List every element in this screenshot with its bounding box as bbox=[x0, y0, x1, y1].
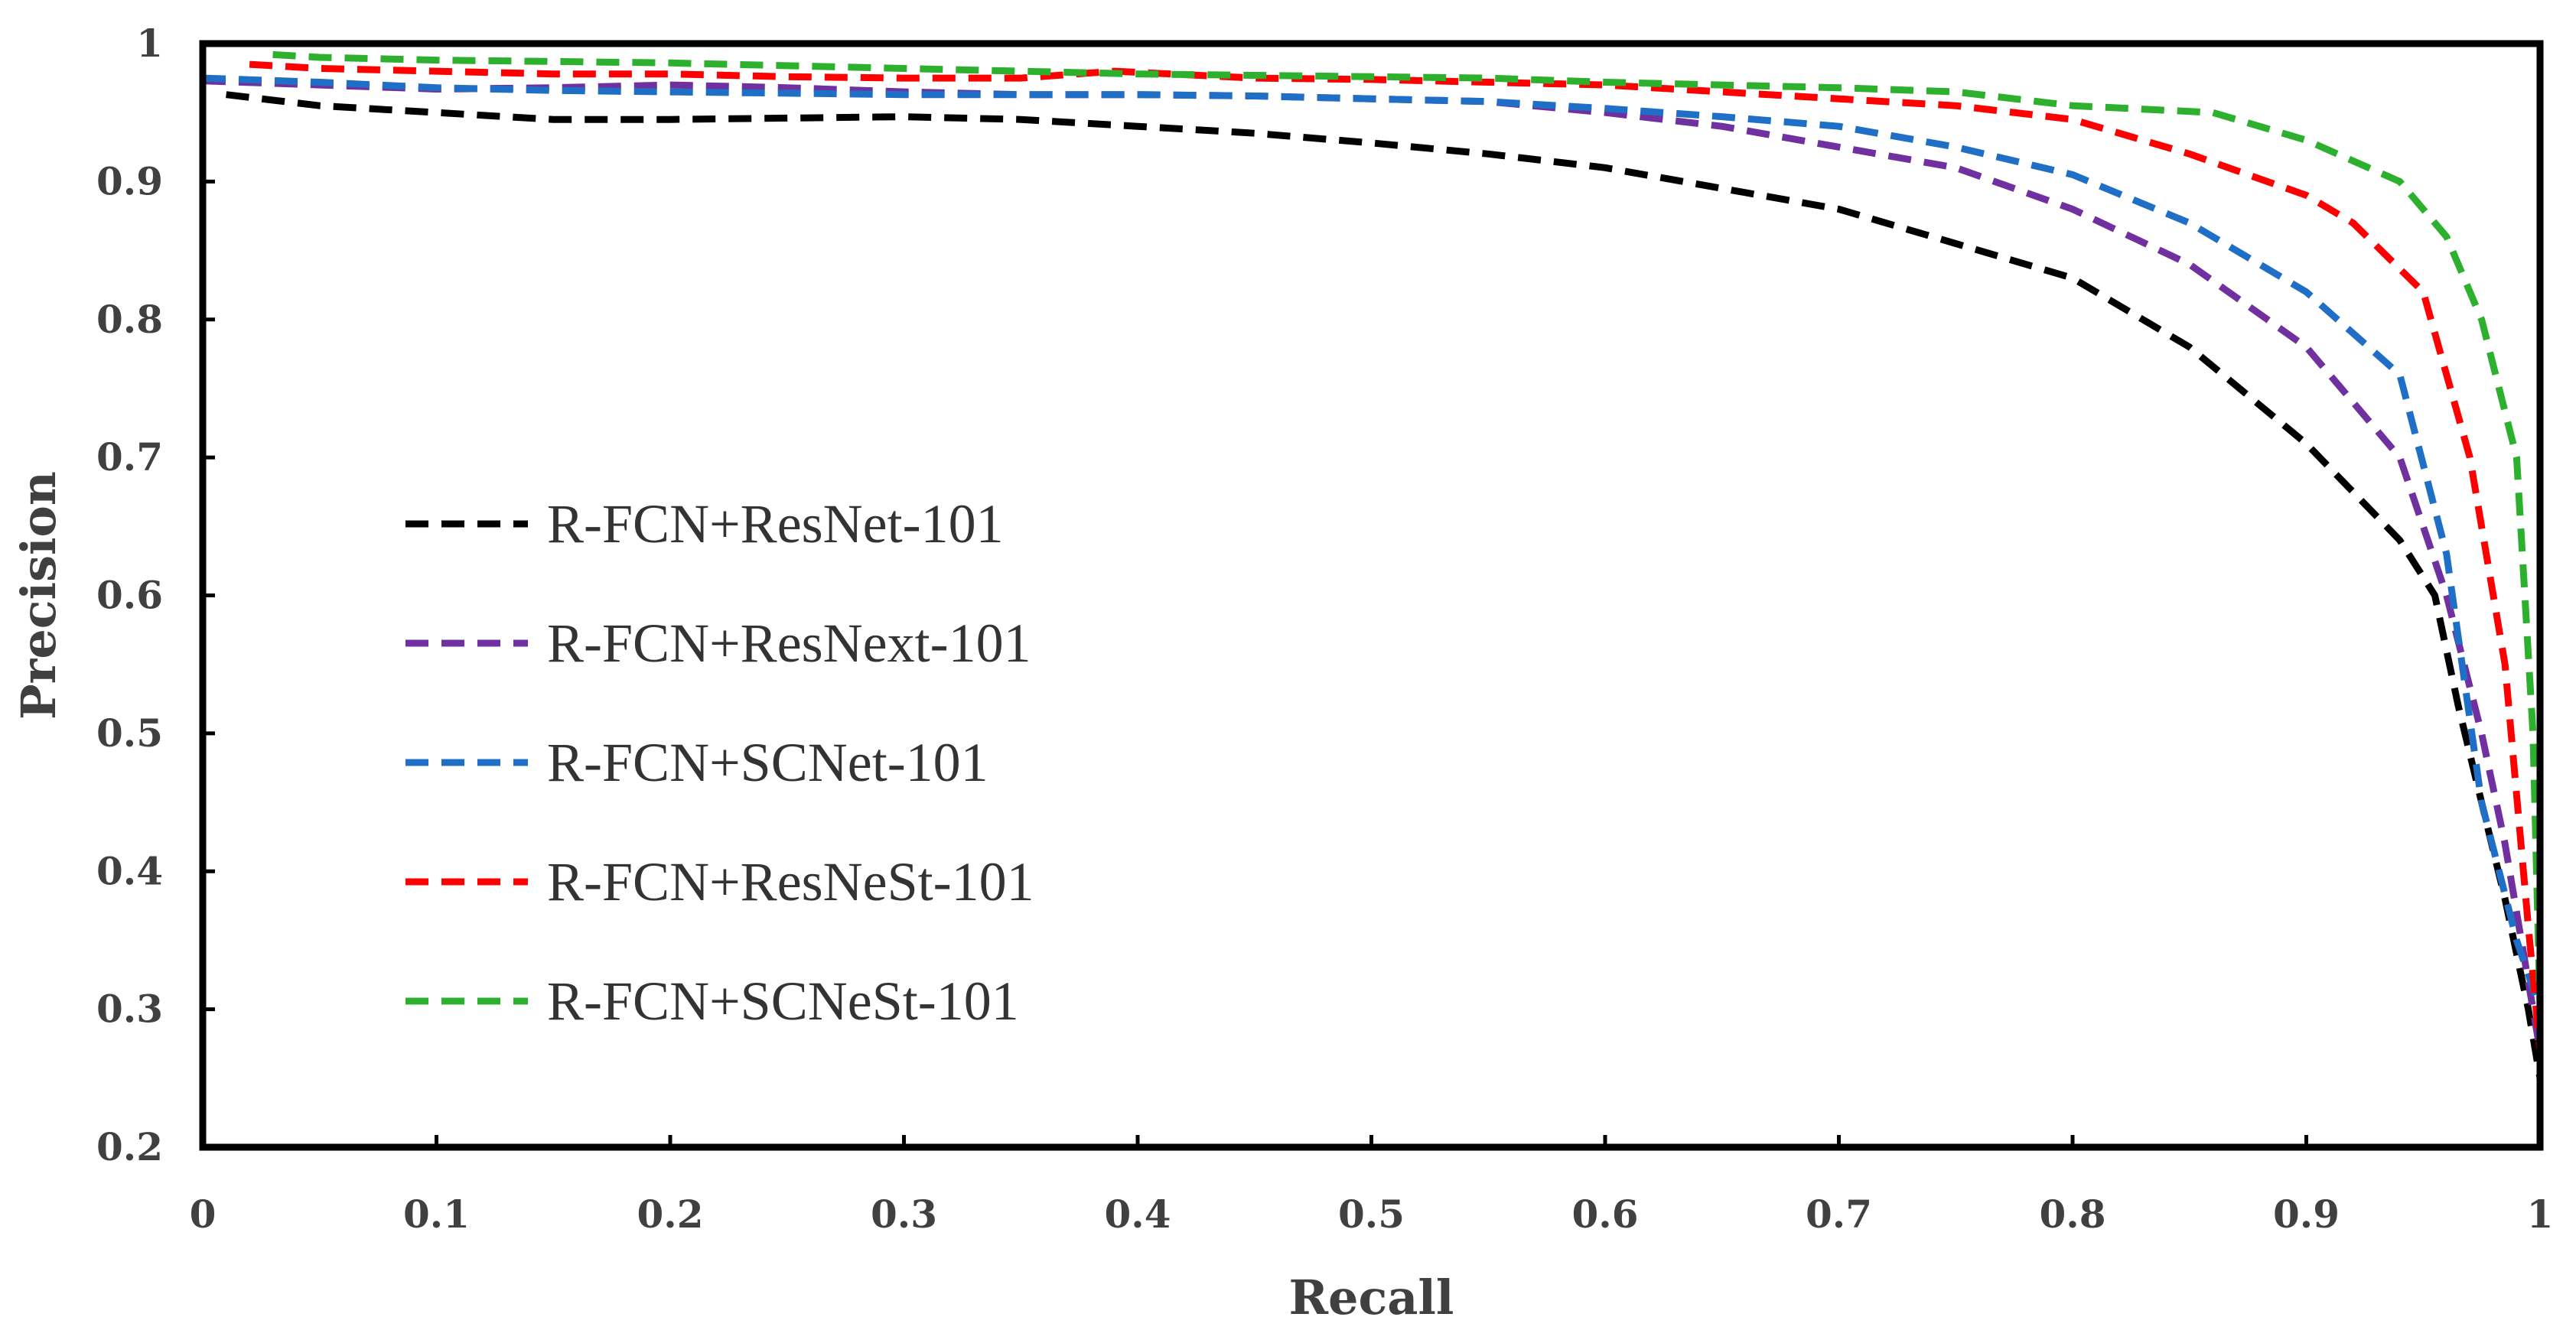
legend-label-3: R-FCN+SCNet-101 bbox=[547, 732, 988, 793]
series-line-3 bbox=[202, 74, 2544, 1011]
y-tick-label: 0.8 bbox=[96, 297, 163, 342]
x-tick-label: 0.9 bbox=[2273, 1192, 2340, 1237]
x-tick-label: 0.8 bbox=[2040, 1192, 2106, 1237]
y-tick-label: 0.6 bbox=[96, 573, 163, 618]
tick-layer: 0 0.1 0.2 0.3 0.4 0.5 0.6 0.7 0.8 0.9 1 0.2 0.3 0.4 0.… bbox=[96, 21, 2553, 1237]
legend-label-5: R-FCN+SCNeSt-101 bbox=[547, 971, 1019, 1032]
legend: R-FCN+ResNet-101 R-FCN+ResNext-101 R-FCN+S… bbox=[405, 493, 1034, 1032]
series-layer bbox=[202, 50, 2544, 1079]
series-line-5 bbox=[272, 50, 2544, 1010]
y-axis-title: Precision bbox=[11, 471, 67, 720]
x-tick-label: 0.7 bbox=[1806, 1192, 1872, 1237]
legend-label-2: R-FCN+ResNext-101 bbox=[547, 613, 1031, 674]
x-tick-label: 0.4 bbox=[1105, 1192, 1171, 1237]
x-tick-label: 0.1 bbox=[403, 1192, 470, 1237]
x-tick-label: 0.2 bbox=[637, 1192, 704, 1237]
x-axis-title: Recall bbox=[1288, 1270, 1454, 1325]
plot-area-frame bbox=[199, 40, 2544, 1151]
y-tick-label: 0.5 bbox=[96, 711, 163, 756]
series-line-1 bbox=[226, 91, 2544, 1079]
x-tick-label: 0.6 bbox=[1572, 1192, 1639, 1237]
y-tick-label: 1 bbox=[136, 21, 163, 66]
y-tick-label: 0.2 bbox=[96, 1124, 163, 1169]
x-tick-label: 1 bbox=[2527, 1192, 2554, 1237]
legend-label-4: R-FCN+ResNeSt-101 bbox=[547, 851, 1034, 912]
y-tick-label: 0.3 bbox=[96, 987, 163, 1032]
series-line-2 bbox=[202, 77, 2544, 1052]
x-tick-label: 0 bbox=[190, 1192, 217, 1237]
y-tick-label: 0.7 bbox=[96, 434, 163, 480]
x-tick-label: 0.3 bbox=[871, 1192, 937, 1237]
legend-label-1: R-FCN+ResNet-101 bbox=[547, 493, 1004, 554]
x-tick-label: 0.5 bbox=[1338, 1192, 1405, 1237]
y-tick-label: 0.9 bbox=[96, 158, 163, 203]
y-tick-label: 0.4 bbox=[96, 848, 163, 893]
